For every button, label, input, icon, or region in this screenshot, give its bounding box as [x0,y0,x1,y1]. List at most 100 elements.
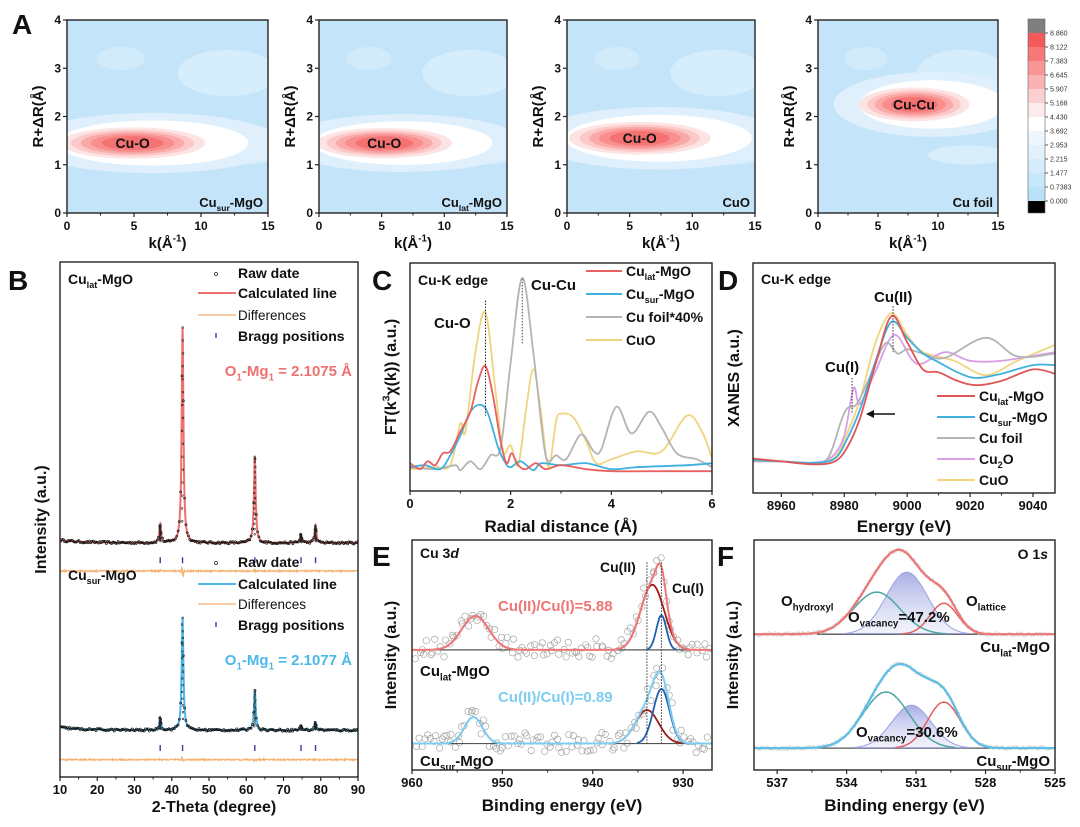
raw-data-point [326,541,330,544]
raw-data-point [181,616,184,620]
core-level-label: Cu 3d [420,545,459,561]
calculated-line [60,617,358,732]
raw-data-point [313,531,317,535]
raw-data-point [248,726,252,730]
contour-level [346,47,392,71]
sample-label-part: -MgO [230,195,263,210]
raw-data-point [158,716,161,719]
raw-data-point [327,728,331,732]
raw-data-point [314,524,317,527]
raw-data-point [179,490,183,494]
contour-level [609,131,670,146]
raw-data-point [279,541,283,545]
raw-data-point [179,701,183,705]
colorbar-tick-label: 7.383 [1050,59,1068,66]
raw-data-point [181,339,184,342]
hydroxyl-label: Ohydroxyl [781,593,834,614]
bond-length-label: O1-Mg1 = 2.1077 Å [225,652,352,673]
raw-data-point [311,539,314,542]
raw-data-point [468,707,476,715]
colorbar-band [1028,117,1045,132]
raw-data-point [329,728,332,731]
vacancy-label-part: O [856,724,868,741]
y-tick-label: 1 [306,158,313,172]
raw-data-point [181,684,184,687]
raw-data-point [305,727,309,731]
x-tick-label: 5 [626,219,633,233]
cu-ii-label: Cu(II) [600,559,636,575]
raw-data-point [653,557,661,565]
raw-data-point [118,728,121,732]
raw-data-point [343,541,347,545]
x-tick-label: 50 [202,782,216,797]
raw-data-point [592,635,600,643]
y-axis-label: Intensity (a.u.) [33,465,50,573]
raw-data-point [184,523,188,527]
raw-data-point [234,729,237,732]
x-tick-label: 5 [131,219,138,233]
raw-data-point [196,728,199,732]
raw-data-point [253,491,256,495]
raw-data-point [578,747,586,755]
raw-data-point [178,520,181,523]
y-axis-label: Intensity (a.u.) [725,601,742,709]
raw-data-point [114,727,117,731]
raw-data-point [187,534,190,538]
sample-label-part: -MgO [1012,753,1051,770]
raw-data-point [98,540,102,543]
legend-calculated-line: Calculated line [238,576,337,592]
vacancy-label: Ovacancy=47.2% [848,609,950,630]
sample-label: Culat-MgO [420,663,490,684]
y-tick-label: 3 [554,61,561,75]
x-tick-label: 5 [875,219,882,233]
raw-data-point [610,744,618,752]
panel-letter-d: D [718,265,738,296]
bond-length-label: O1-Mg1 = 2.1075 Å [225,363,352,384]
raw-data-point [256,724,259,727]
raw-data-point [607,654,615,662]
raw-data-point [97,727,100,730]
sample-label-part: lat [440,673,452,684]
y-axis-label-part: XANES (a.u.) [726,329,743,427]
x-axis-label-part: -1 [666,234,675,245]
raw-data-point [311,728,314,732]
raw-data-point [90,728,94,732]
raw-data-point [181,378,184,381]
raw-data-point [132,729,136,732]
colorbar-tick-label: 4.430 [1050,115,1068,122]
y-tick-label: 0 [554,206,561,220]
raw-data-point [170,538,173,542]
raw-data-point [102,540,106,543]
colorbar-tick-label: 1.477 [1050,171,1068,178]
raw-data-point [211,728,215,732]
raw-data-point [420,650,428,658]
legend-label-part: -MgO [1008,388,1044,404]
raw-data-point [76,726,80,730]
panel-letter-f: F [717,541,734,572]
raw-data-point [137,540,141,543]
raw-data-point [659,664,667,672]
raw-data-point [253,725,256,728]
x-tick-label: 9020 [956,498,985,513]
cu-o-label: Cu-O [434,315,471,332]
raw-data-point [253,713,256,716]
raw-data-point [491,626,499,634]
raw-data-point [121,541,125,544]
raw-data-point [270,542,274,545]
raw-data-point [112,729,116,733]
x-axis-label: k(Å-1) [394,234,432,252]
raw-data-point [198,541,202,545]
raw-data-point [65,540,69,544]
raw-data-point [337,540,340,544]
x-tick-label: 6 [708,496,715,511]
raw-data-point [472,707,480,715]
legend-label-part: Cu foil [979,430,1023,446]
vacancy-label-part: =30.6% [906,724,957,741]
sample-label-part: Cu [442,195,459,210]
raw-data-point [106,540,110,543]
raw-data-point [145,727,149,731]
raw-data-point [235,727,239,731]
raw-data-point [114,541,117,545]
raw-data-point [232,728,236,732]
raw-data-point [140,729,143,733]
